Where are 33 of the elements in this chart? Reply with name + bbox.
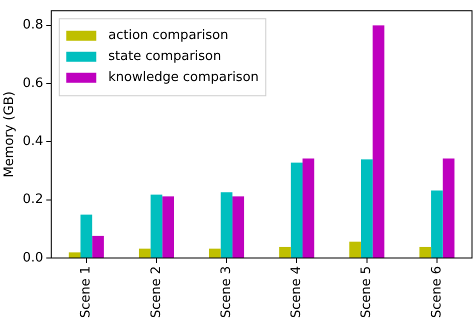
legend-label: state comparison — [108, 49, 222, 64]
bar — [372, 25, 384, 258]
legend-label: knowledge comparison — [108, 70, 259, 86]
bar — [150, 194, 162, 258]
bar — [442, 158, 454, 258]
bar — [80, 214, 92, 258]
bar — [419, 246, 432, 258]
y-tick-label: 0.0 — [22, 250, 44, 266]
x-tick-label: Scene 3 — [218, 266, 234, 318]
bar — [220, 192, 232, 258]
bar — [162, 196, 174, 258]
y-tick-label: 0.8 — [22, 18, 44, 33]
x-tick-label: Scene 2 — [148, 266, 164, 318]
x-tick-label: Scene 6 — [429, 266, 444, 318]
y-tick-label: 0.6 — [22, 76, 44, 91]
bar — [360, 159, 373, 258]
bar — [279, 246, 291, 258]
x-tick-label: Scene 4 — [289, 266, 304, 318]
bar — [349, 242, 361, 258]
bar — [138, 248, 151, 258]
x-tick-label: Scene 5 — [359, 266, 374, 318]
legend-label: action comparison — [108, 28, 228, 44]
x-tick-label: Scene 1 — [78, 266, 94, 318]
bar — [290, 162, 303, 258]
bar — [302, 158, 314, 258]
bar — [68, 252, 80, 258]
y-tick-label: 0.4 — [22, 134, 44, 150]
bar — [232, 196, 244, 258]
bar — [209, 248, 221, 258]
bar — [431, 190, 443, 258]
bar — [92, 236, 104, 258]
y-tick-label: 0.2 — [22, 192, 44, 208]
y-axis-title: Memory (GB) — [2, 91, 18, 178]
